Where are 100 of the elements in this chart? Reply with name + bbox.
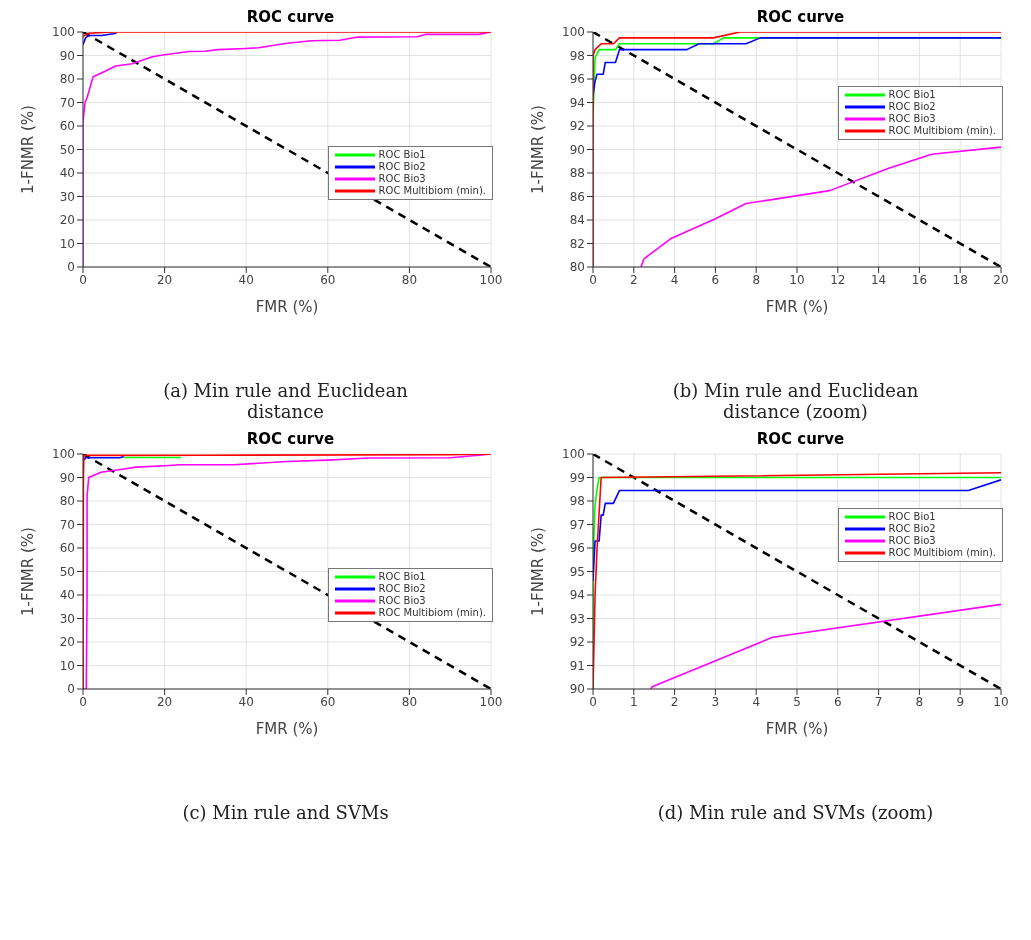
y-tick-label: 100 <box>52 25 75 40</box>
x-tick-label: 3 <box>711 694 720 709</box>
legend-label: ROC Bio3 <box>888 113 936 125</box>
x-tick-label: 4 <box>670 272 679 287</box>
y-tick-label: 20 <box>59 635 75 650</box>
legend-label: ROC Bio1 <box>378 571 426 583</box>
legend-label: ROC Bio1 <box>888 511 936 523</box>
y-axis-title: 1-FNMR (%) <box>19 527 38 616</box>
y-tick-label: 30 <box>59 189 75 204</box>
y-tick-label: 10 <box>59 236 75 251</box>
x-tick-label: 20 <box>156 694 173 709</box>
y-tick-label: 100 <box>52 447 75 462</box>
x-tick-label: 20 <box>156 272 173 287</box>
chart-title: ROC curve <box>246 8 335 26</box>
x-tick-label: 20 <box>993 272 1009 287</box>
y-tick-label: 96 <box>569 541 585 556</box>
y-tick-label: 20 <box>59 213 75 228</box>
x-tick-label: 100 <box>479 272 503 287</box>
y-tick-label: 40 <box>59 588 75 603</box>
x-tick-label: 10 <box>789 272 805 287</box>
legend-label: ROC Bio3 <box>378 173 426 185</box>
y-tick-label: 88 <box>569 166 585 181</box>
y-tick-label: 92 <box>569 635 585 650</box>
x-tick-label: 1 <box>629 694 638 709</box>
y-tick-label: 50 <box>59 142 75 157</box>
x-tick-label: 60 <box>320 272 336 287</box>
y-tick-label: 86 <box>569 189 585 204</box>
y-tick-label: 80 <box>569 260 585 275</box>
x-tick-label: 8 <box>915 694 924 709</box>
y-tick-label: 50 <box>59 564 75 579</box>
y-tick-label: 60 <box>59 119 75 134</box>
y-tick-label: 10 <box>59 658 75 673</box>
x-tick-label: 12 <box>830 272 846 287</box>
y-tick-label: 0 <box>67 682 75 697</box>
y-tick-label: 0 <box>67 260 75 275</box>
chart-title: ROC curve <box>246 430 335 448</box>
x-tick-label: 9 <box>956 694 965 709</box>
chart-title: ROC curve <box>756 430 845 448</box>
x-axis-title: FMR (%) <box>765 298 829 316</box>
legend-label: ROC Bio2 <box>888 101 936 113</box>
y-tick-label: 96 <box>569 72 585 87</box>
x-tick-label: 0 <box>79 694 87 709</box>
x-tick-label: 0 <box>589 272 597 287</box>
y-tick-label: 99 <box>569 470 585 485</box>
x-tick-label: 40 <box>238 272 254 287</box>
legend-label: ROC Bio2 <box>378 583 426 595</box>
x-tick-label: 10 <box>993 694 1009 709</box>
y-tick-label: 93 <box>569 611 585 626</box>
x-tick-label: 80 <box>401 272 418 287</box>
x-tick-label: 6 <box>711 272 720 287</box>
legend-label: ROC Bio2 <box>378 161 426 173</box>
y-tick-label: 80 <box>59 494 75 509</box>
legend-label: ROC Bio3 <box>378 595 426 607</box>
y-tick-label: 97 <box>569 517 585 532</box>
legend-label: ROC Bio2 <box>888 523 936 535</box>
x-tick-label: 18 <box>952 272 968 287</box>
x-tick-label: 2 <box>670 694 679 709</box>
x-tick-label: 6 <box>833 694 842 709</box>
text: (c) Min rule and SVMs <box>181 802 390 823</box>
y-tick-label: 94 <box>569 95 585 110</box>
y-tick-label: 90 <box>569 142 585 157</box>
x-tick-label: 16 <box>911 272 928 287</box>
x-tick-label: 14 <box>870 272 887 287</box>
y-tick-label: 60 <box>59 541 75 556</box>
x-tick-label: 5 <box>793 694 801 709</box>
y-tick-label: 40 <box>59 166 75 181</box>
y-tick-label: 70 <box>59 95 75 110</box>
x-axis-title: FMR (%) <box>765 720 829 738</box>
y-tick-label: 91 <box>569 658 585 673</box>
text: (b) Min rule and Euclidean distance (zoom) <box>671 380 920 422</box>
legend-label: ROC Multibiom (min). <box>378 607 486 619</box>
legend-label: ROC Multibiom (min). <box>888 125 996 137</box>
text: (a) Min rule and Euclidean distance <box>162 380 409 422</box>
y-tick-label: 90 <box>569 682 585 697</box>
y-tick-label: 80 <box>59 72 75 87</box>
x-axis-title: FMR (%) <box>255 298 319 316</box>
x-tick-label: 80 <box>401 694 418 709</box>
x-tick-label: 2 <box>629 272 638 287</box>
legend-label: ROC Bio1 <box>888 89 936 101</box>
y-tick-label: 95 <box>569 564 585 579</box>
x-tick-label: 100 <box>479 694 503 709</box>
y-axis-title: 1-FNMR (%) <box>529 527 548 616</box>
x-tick-label: 60 <box>320 694 336 709</box>
x-tick-label: 7 <box>874 694 883 709</box>
x-tick-label: 4 <box>752 694 761 709</box>
y-tick-label: 92 <box>569 119 585 134</box>
x-tick-label: 0 <box>79 272 87 287</box>
legend-label: ROC Bio1 <box>378 149 426 161</box>
y-tick-label: 94 <box>569 588 585 603</box>
chart-title: ROC curve <box>756 8 845 26</box>
x-tick-label: 0 <box>589 694 597 709</box>
text: (d) Min rule and SVMs (zoom) <box>656 802 935 823</box>
y-tick-label: 90 <box>59 48 75 63</box>
y-tick-label: 70 <box>59 517 75 532</box>
y-axis-title: 1-FNMR (%) <box>529 105 548 194</box>
y-tick-label: 100 <box>562 447 585 462</box>
y-axis-title: 1-FNMR (%) <box>19 105 38 194</box>
y-tick-label: 84 <box>569 213 585 228</box>
y-tick-label: 82 <box>569 236 585 251</box>
x-axis-title: FMR (%) <box>255 720 319 738</box>
